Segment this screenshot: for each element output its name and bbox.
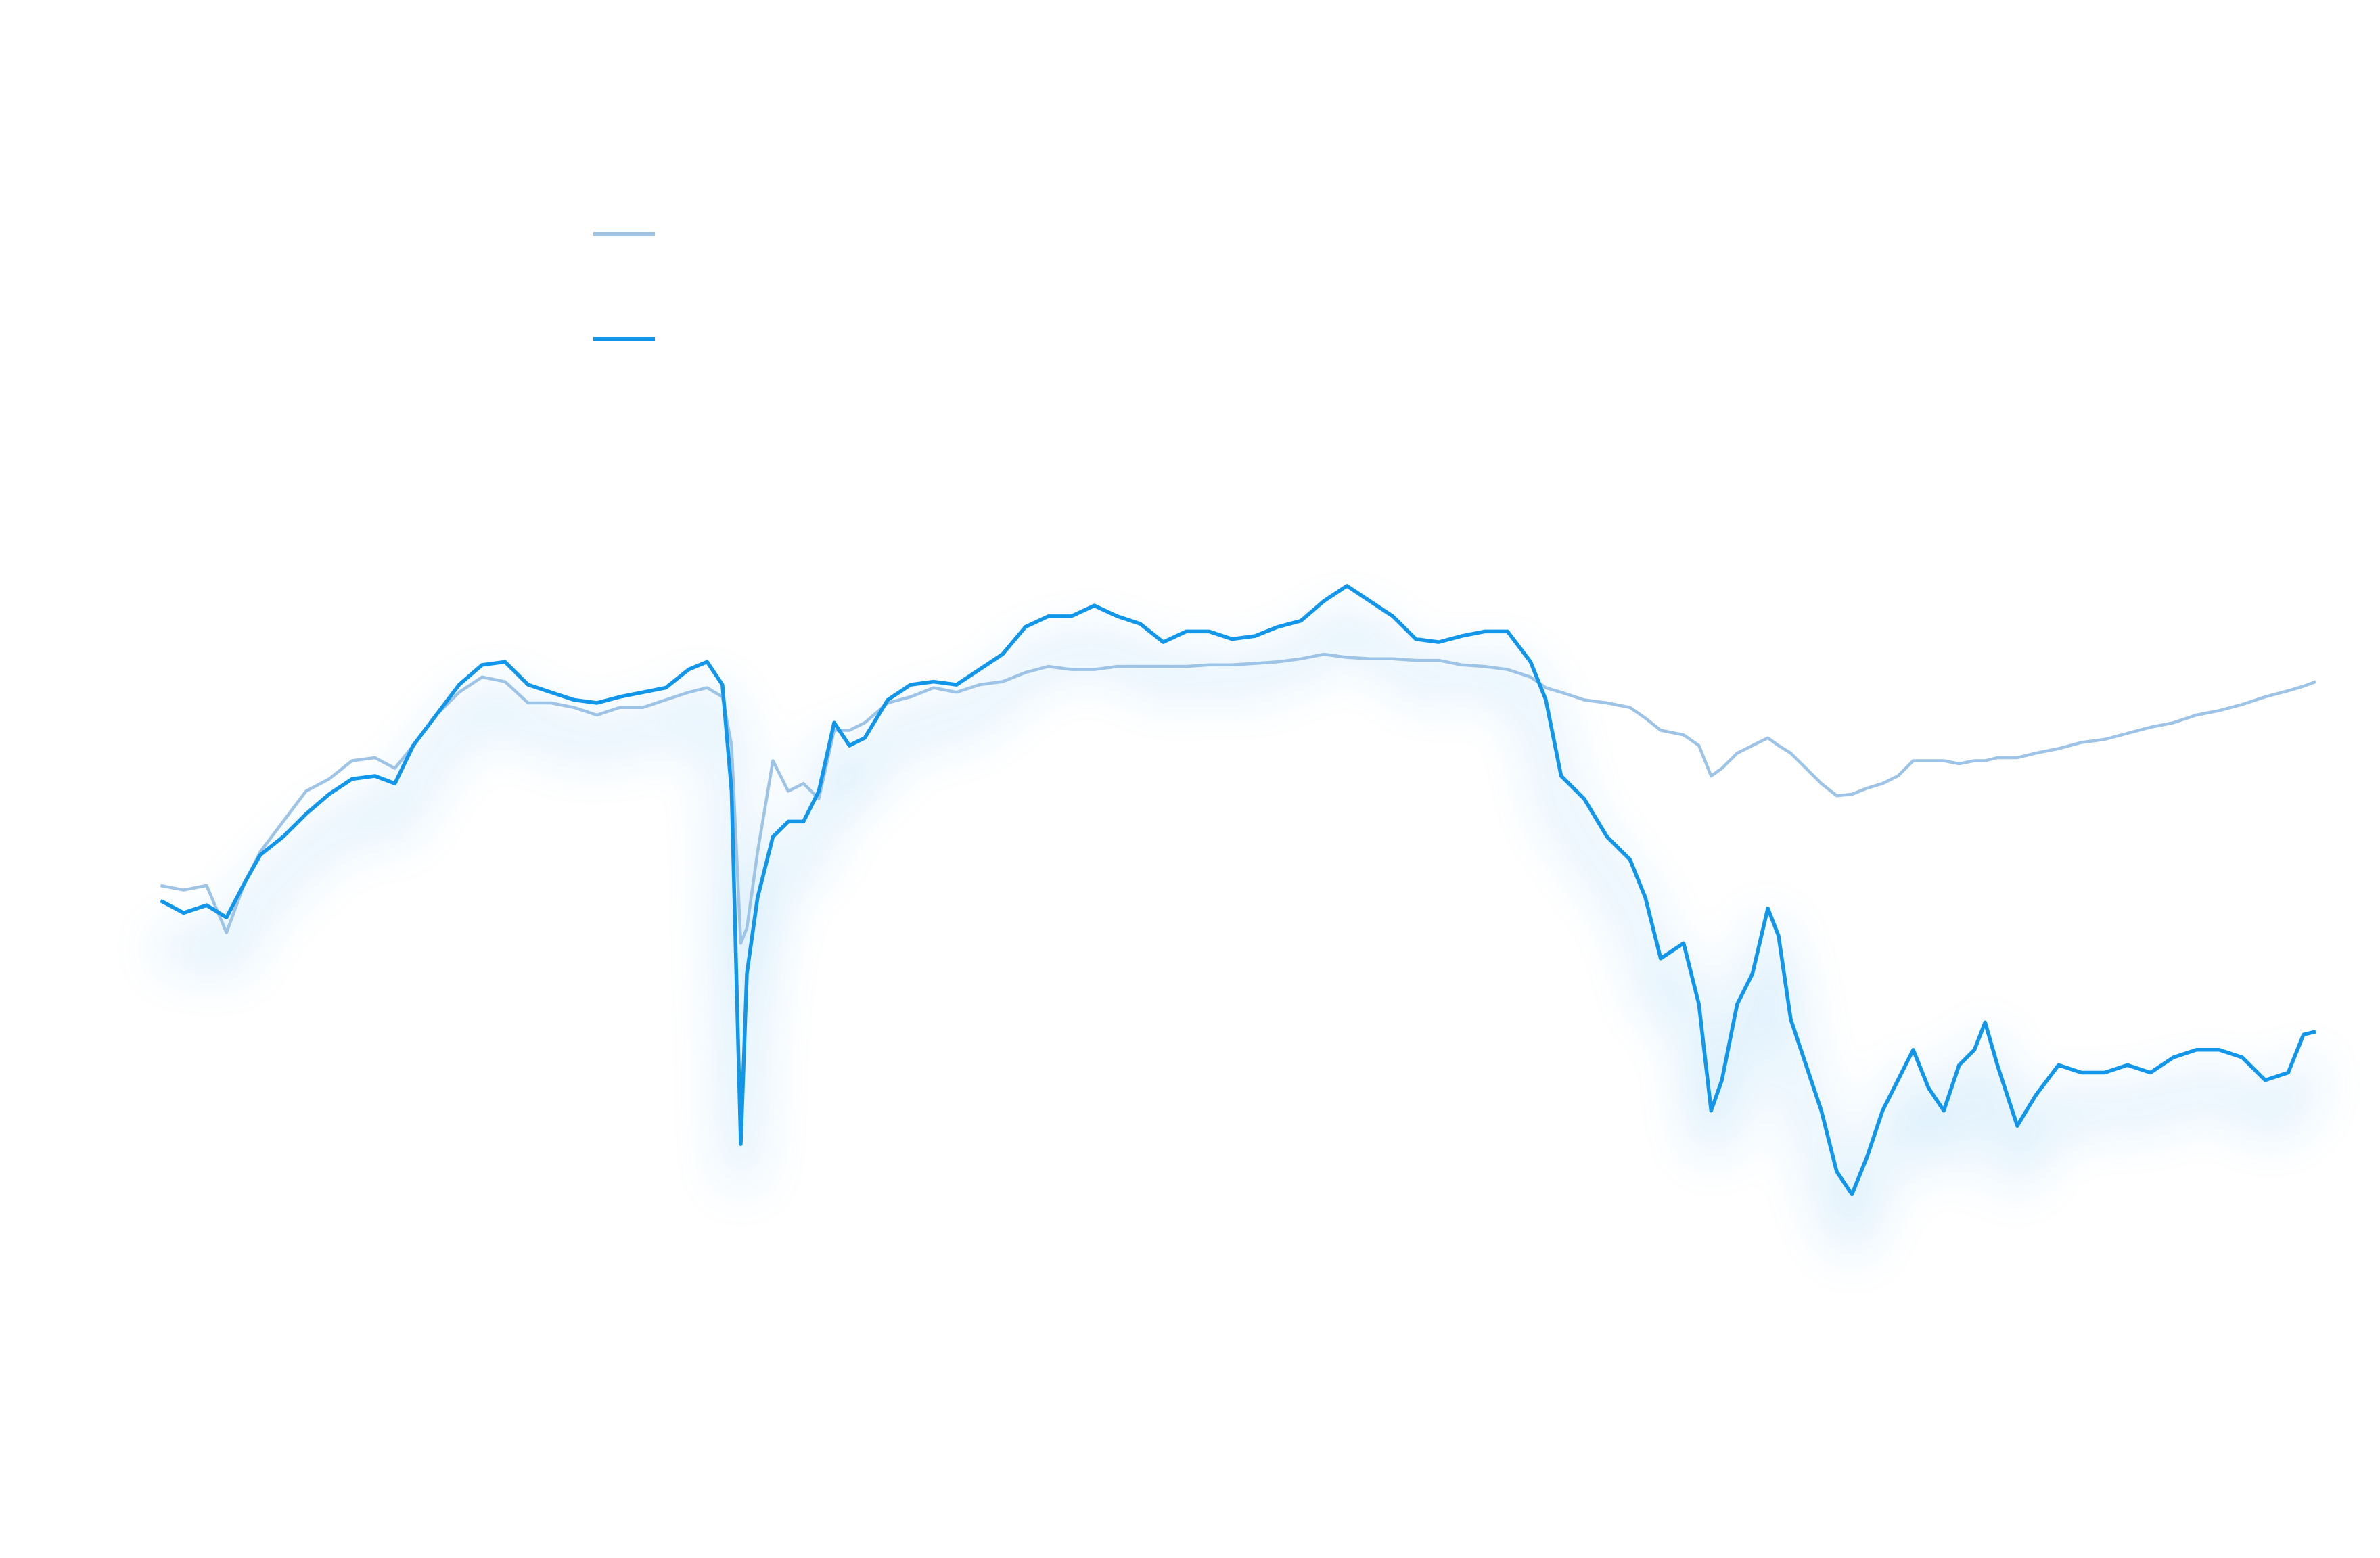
line-glow — [154, 610, 2319, 1264]
series-line — [160, 584, 2316, 1197]
series-line — [160, 652, 2316, 945]
